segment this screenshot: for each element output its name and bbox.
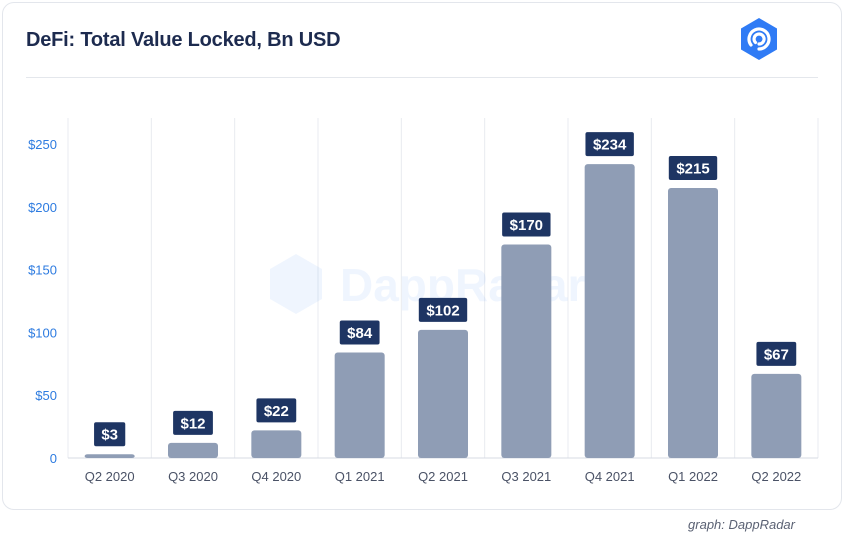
data-label-box <box>756 341 797 366</box>
x-tick-label: Q3 2021 <box>501 469 551 484</box>
data-label: $84 <box>347 325 373 342</box>
data-label-box <box>256 398 297 423</box>
data-label-box <box>668 155 718 180</box>
data-label: $12 <box>180 415 205 432</box>
bar <box>251 430 302 458</box>
bar <box>418 329 468 458</box>
data-label-box <box>585 132 634 157</box>
data-label: $67 <box>764 346 789 363</box>
data-label: $3 <box>101 427 118 444</box>
bar <box>584 164 635 458</box>
x-tick-label: Q1 2021 <box>335 469 385 484</box>
data-label-box <box>94 422 126 447</box>
title-divider <box>26 77 818 78</box>
graph-credit: graph: DappRadar <box>688 517 795 532</box>
x-tick-label: Q3 2020 <box>168 469 218 484</box>
y-tick-label: 0 <box>50 451 57 466</box>
y-tick-label: $250 <box>28 137 57 152</box>
x-tick-label: Q4 2021 <box>585 469 635 484</box>
bar <box>501 244 552 458</box>
chart-title: DeFi: Total Value Locked, Bn USD <box>26 29 341 51</box>
y-tick-label: $100 <box>28 325 57 340</box>
data-label: $170 <box>510 217 543 234</box>
x-tick-label: Q2 2022 <box>751 469 801 484</box>
bar <box>168 442 218 458</box>
data-label: $215 <box>676 160 709 177</box>
data-label: $102 <box>426 302 459 319</box>
y-tick-label: $150 <box>28 263 57 278</box>
dappradar-logo-icon <box>741 18 777 60</box>
x-tick-label: Q1 2022 <box>668 469 718 484</box>
x-tick-label: Q2 2021 <box>418 469 468 484</box>
data-labels: $3 $12 $22 $84 $102 $170 $234 $215 $67 <box>94 132 797 447</box>
bar <box>751 373 802 458</box>
y-axis-ticks: 0 $50 $100 $150 $200 $250 <box>28 137 57 466</box>
data-label: $22 <box>264 403 289 420</box>
data-label-box <box>173 410 213 435</box>
bar <box>668 187 718 458</box>
x-axis-ticks: Q2 2020 Q3 2020 Q4 2020 Q1 2021 Q2 2021 Q3 20… <box>85 469 802 484</box>
bars <box>84 164 802 458</box>
bar <box>84 454 135 458</box>
y-tick-label: $50 <box>35 388 57 403</box>
y-tick-label: $200 <box>28 200 57 215</box>
data-label: $234 <box>593 137 627 154</box>
x-tick-label: Q2 2020 <box>85 469 135 484</box>
data-label-box <box>502 212 551 237</box>
bar <box>334 352 385 458</box>
data-label-box <box>339 320 380 345</box>
x-tick-label: Q4 2020 <box>251 469 301 484</box>
data-label-box <box>418 297 468 322</box>
